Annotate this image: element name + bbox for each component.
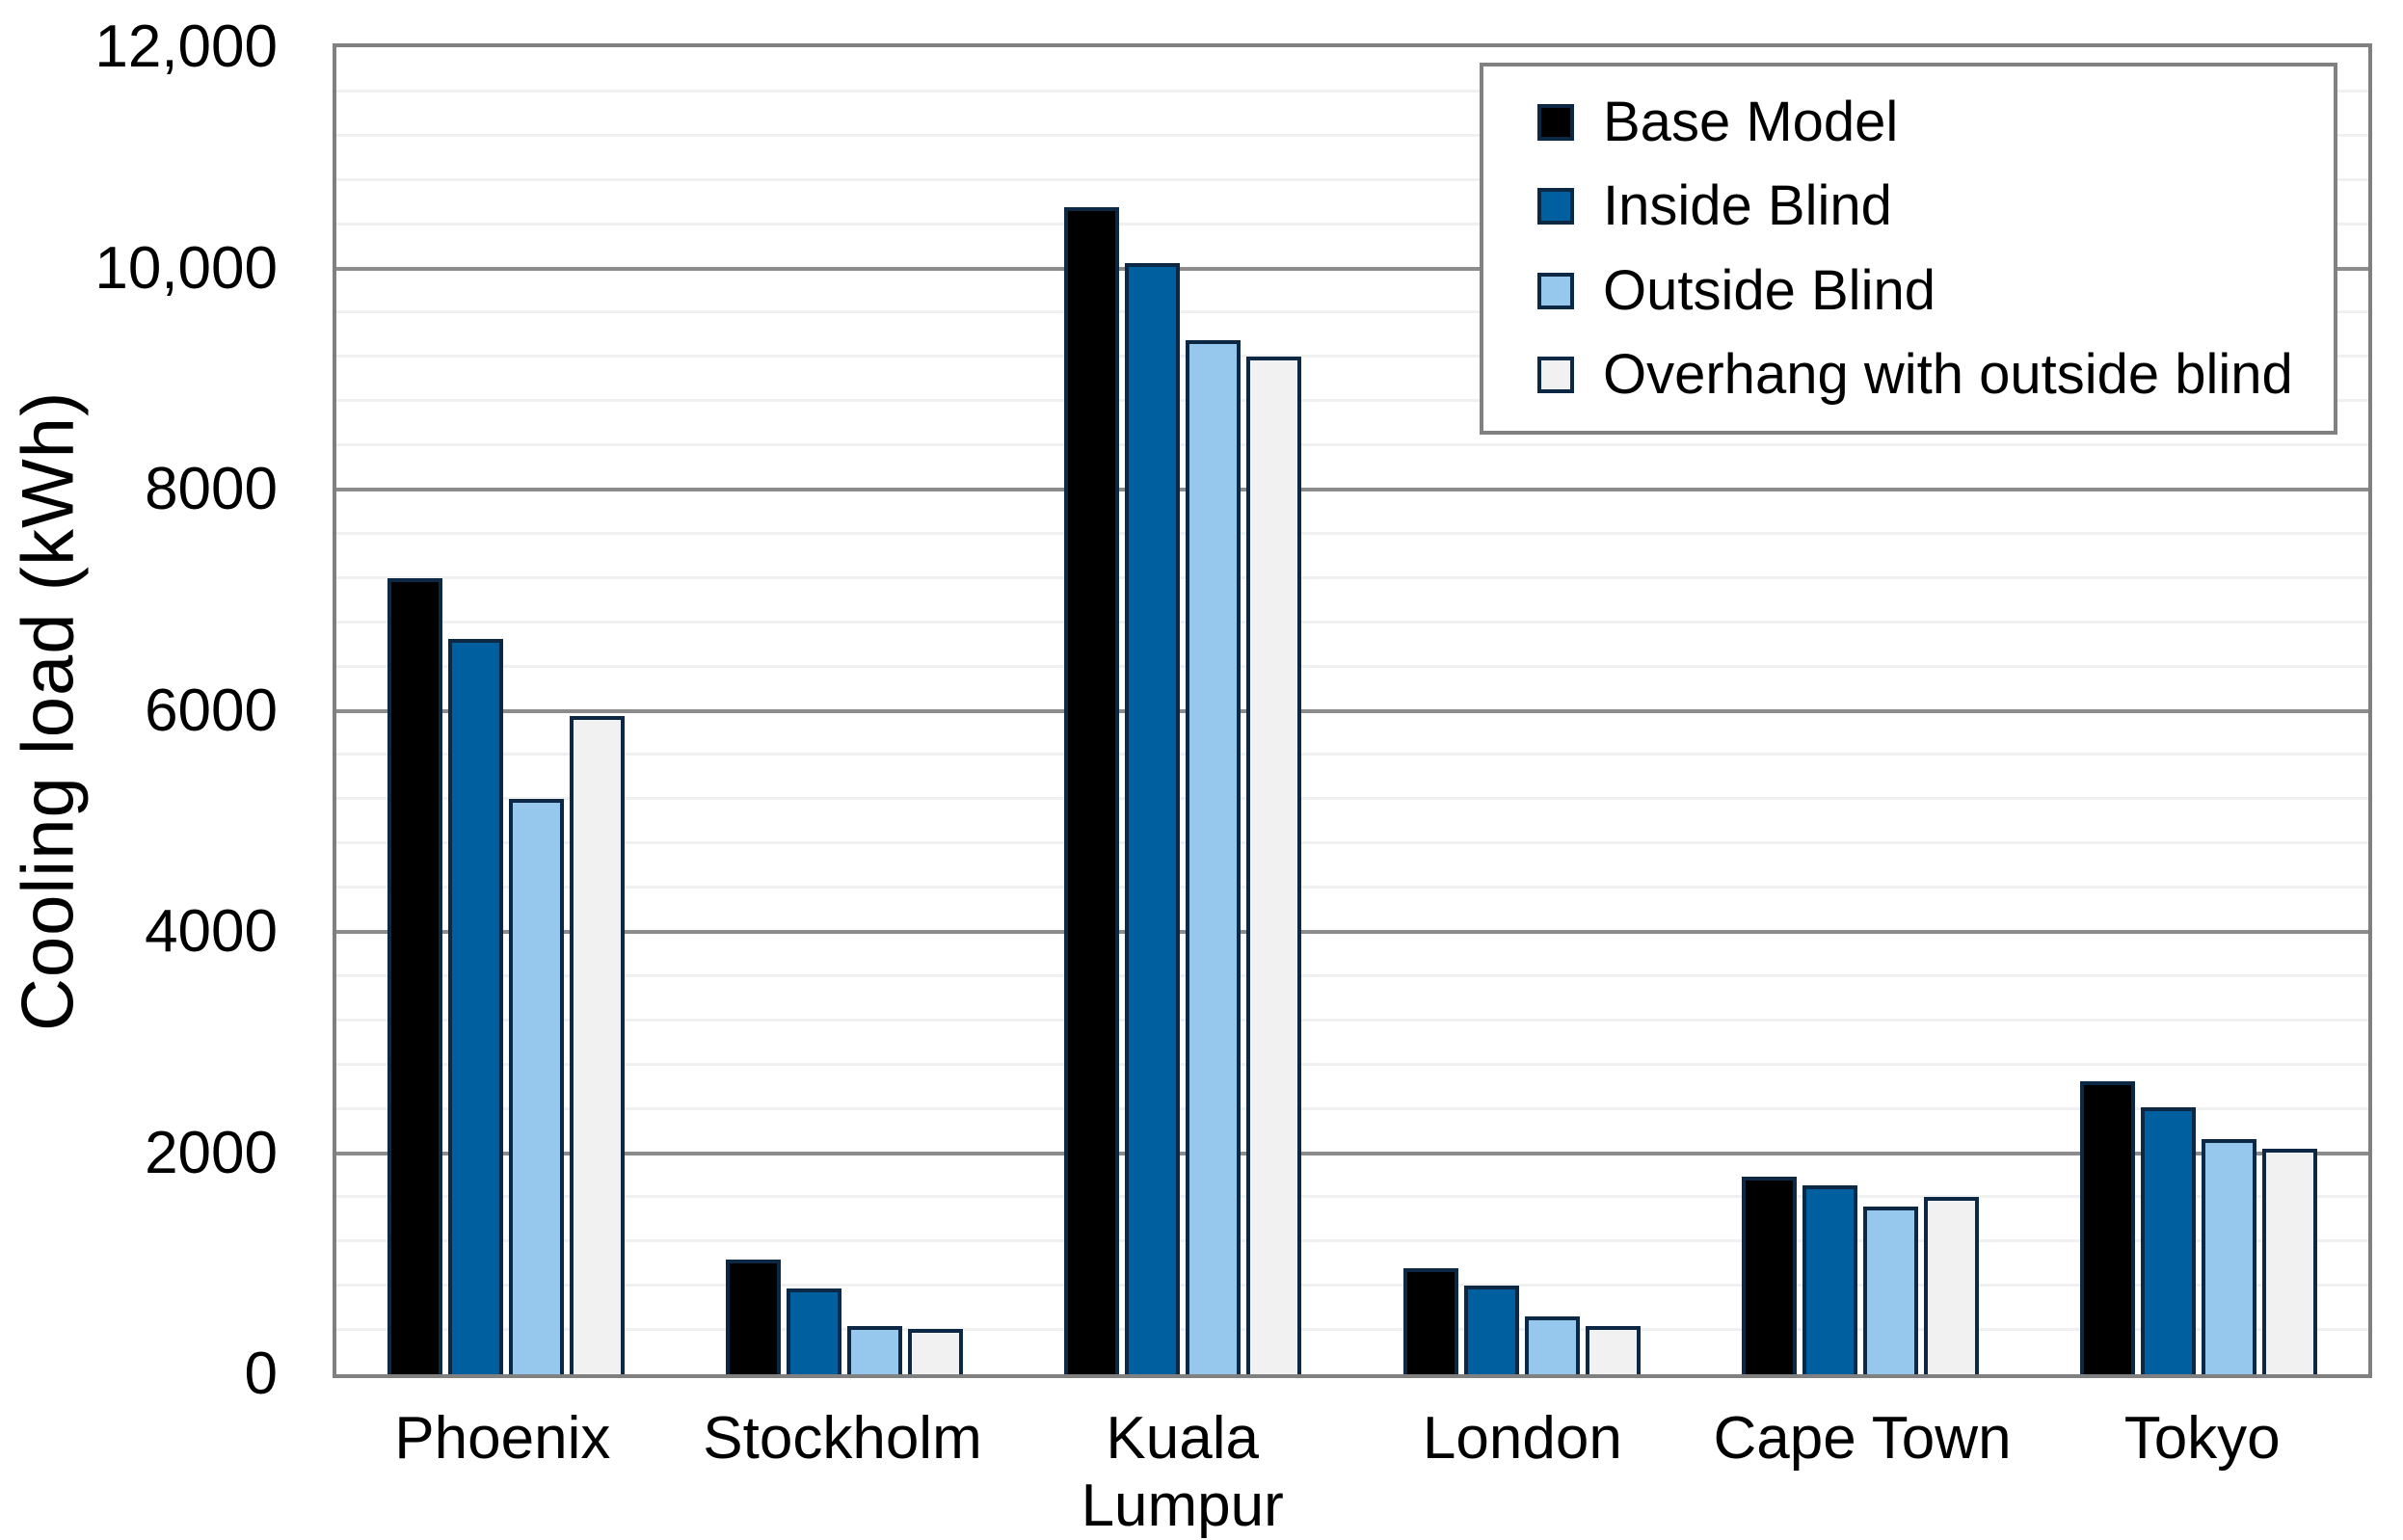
bar-group-kuala-lumpur [1014,47,1352,1374]
bar-inside-blind [1802,1184,1857,1374]
minor-gridline [336,841,2368,845]
y-tick-label: 6000 [145,677,278,744]
minor-gridline [336,531,2368,535]
y-tick-label: 8000 [145,456,278,522]
bar-base-model [387,577,442,1374]
minor-gridline [336,310,2368,314]
bar-groups [336,47,2368,1374]
major-gridline [336,488,2368,491]
minor-gridline [336,1018,2368,1022]
bar-inside-blind [786,1288,841,1374]
legend-swatch-icon [1537,104,1574,142]
minor-gridline [336,753,2368,757]
x-category-label: London [1422,1405,1622,1472]
minor-gridline [336,1328,2368,1332]
bar-outside-blind [508,799,564,1374]
y-tick-label: 4000 [145,898,278,965]
legend-entry: Overhang with outside blind [1537,342,2334,406]
bar-inside-blind [1125,262,1181,1374]
minor-gridline [336,1062,2368,1066]
legend-entry: Inside Blind [1537,178,2334,234]
major-gridline [336,266,2368,271]
major-gridline [336,930,2368,934]
minor-gridline [336,355,2368,358]
minor-gridline [336,1106,2368,1110]
x-category-label: Kuala Lumpur [1081,1405,1284,1539]
legend-label: Outside Blind [1603,258,1936,322]
bar-overhang-with-outside-blind [1246,357,1302,1374]
minor-gridline [336,133,2368,137]
x-category-label: Phoenix [394,1405,611,1472]
bar-overhang-with-outside-blind [569,716,625,1374]
bar-group-stockholm [675,47,1013,1374]
bar-outside-blind [1186,340,1242,1374]
minor-gridline [336,443,2368,447]
minor-gridline [336,620,2368,624]
minor-gridline [336,575,2368,579]
minor-gridline [336,797,2368,801]
minor-gridline [336,664,2368,668]
legend-label: Base Model [1603,91,1899,154]
x-axis-category-labels: Phoenix Stockholm Kuala Lumpur London Cape T… [333,1405,2372,1540]
bar-outside-blind [1524,1316,1580,1374]
x-category-label: Tokyo [2123,1405,2281,1472]
minor-gridline [336,399,2368,403]
bar-group-london [1352,47,1691,1374]
bar-overhang-with-outside-blind [907,1328,963,1374]
bar-base-model [1741,1176,1797,1374]
legend-swatch-icon [1537,356,1574,393]
bar-outside-blind [846,1325,902,1374]
y-tick-label: 2000 [145,1119,278,1186]
bar-overhang-with-outside-blind [1585,1325,1641,1374]
major-gridline [336,1151,2368,1155]
minor-gridline [336,1239,2368,1243]
y-tick-label: 0 [244,1341,278,1407]
legend-label: Inside Blind [1603,174,1892,238]
bar-group-phoenix [336,47,675,1374]
bar-inside-blind [2141,1107,2197,1374]
minor-gridline [336,177,2368,181]
bar-group-cape-town [1691,47,2029,1374]
bar-group-tokyo [2030,47,2368,1374]
minor-gridline [336,222,2368,226]
bar-base-model [1064,207,1120,1374]
legend-entry: Outside Blind [1537,258,2334,322]
major-gridline [336,708,2368,713]
y-tick-label: 10,000 [94,234,278,302]
bar-base-model [2080,1080,2136,1374]
bar-base-model [1402,1267,1458,1374]
legend-entry: Base Model [1537,94,2334,150]
y-tick-label: 12,000 [94,13,278,80]
x-category-label: Stockholm [703,1405,982,1472]
legend-label: Overhang with outside blind [1603,342,2293,406]
bar-inside-blind [447,638,503,1374]
bar-outside-blind [1862,1206,1918,1374]
x-category-label: Cape Town [1713,1405,2012,1472]
bar-base-model [725,1259,781,1374]
minor-gridline [336,89,2368,93]
legend-swatch-icon [1537,188,1574,226]
minor-gridline [336,886,2368,889]
cooling-load-bar-chart: Cooling load (kWh) 0 2000 4000 6000 8000 10,0… [8,13,2372,1539]
bar-overhang-with-outside-blind [2262,1148,2318,1374]
legend-swatch-icon [1537,272,1574,309]
minor-gridline [336,1284,2368,1288]
minor-gridline [336,1195,2368,1199]
legend: Base Model Inside Blind Outside Blind Overh… [1480,63,2337,435]
bar-inside-blind [1463,1286,1519,1374]
bar-overhang-with-outside-blind [1923,1197,1979,1374]
bar-outside-blind [2202,1138,2257,1374]
minor-gridline [336,973,2368,977]
